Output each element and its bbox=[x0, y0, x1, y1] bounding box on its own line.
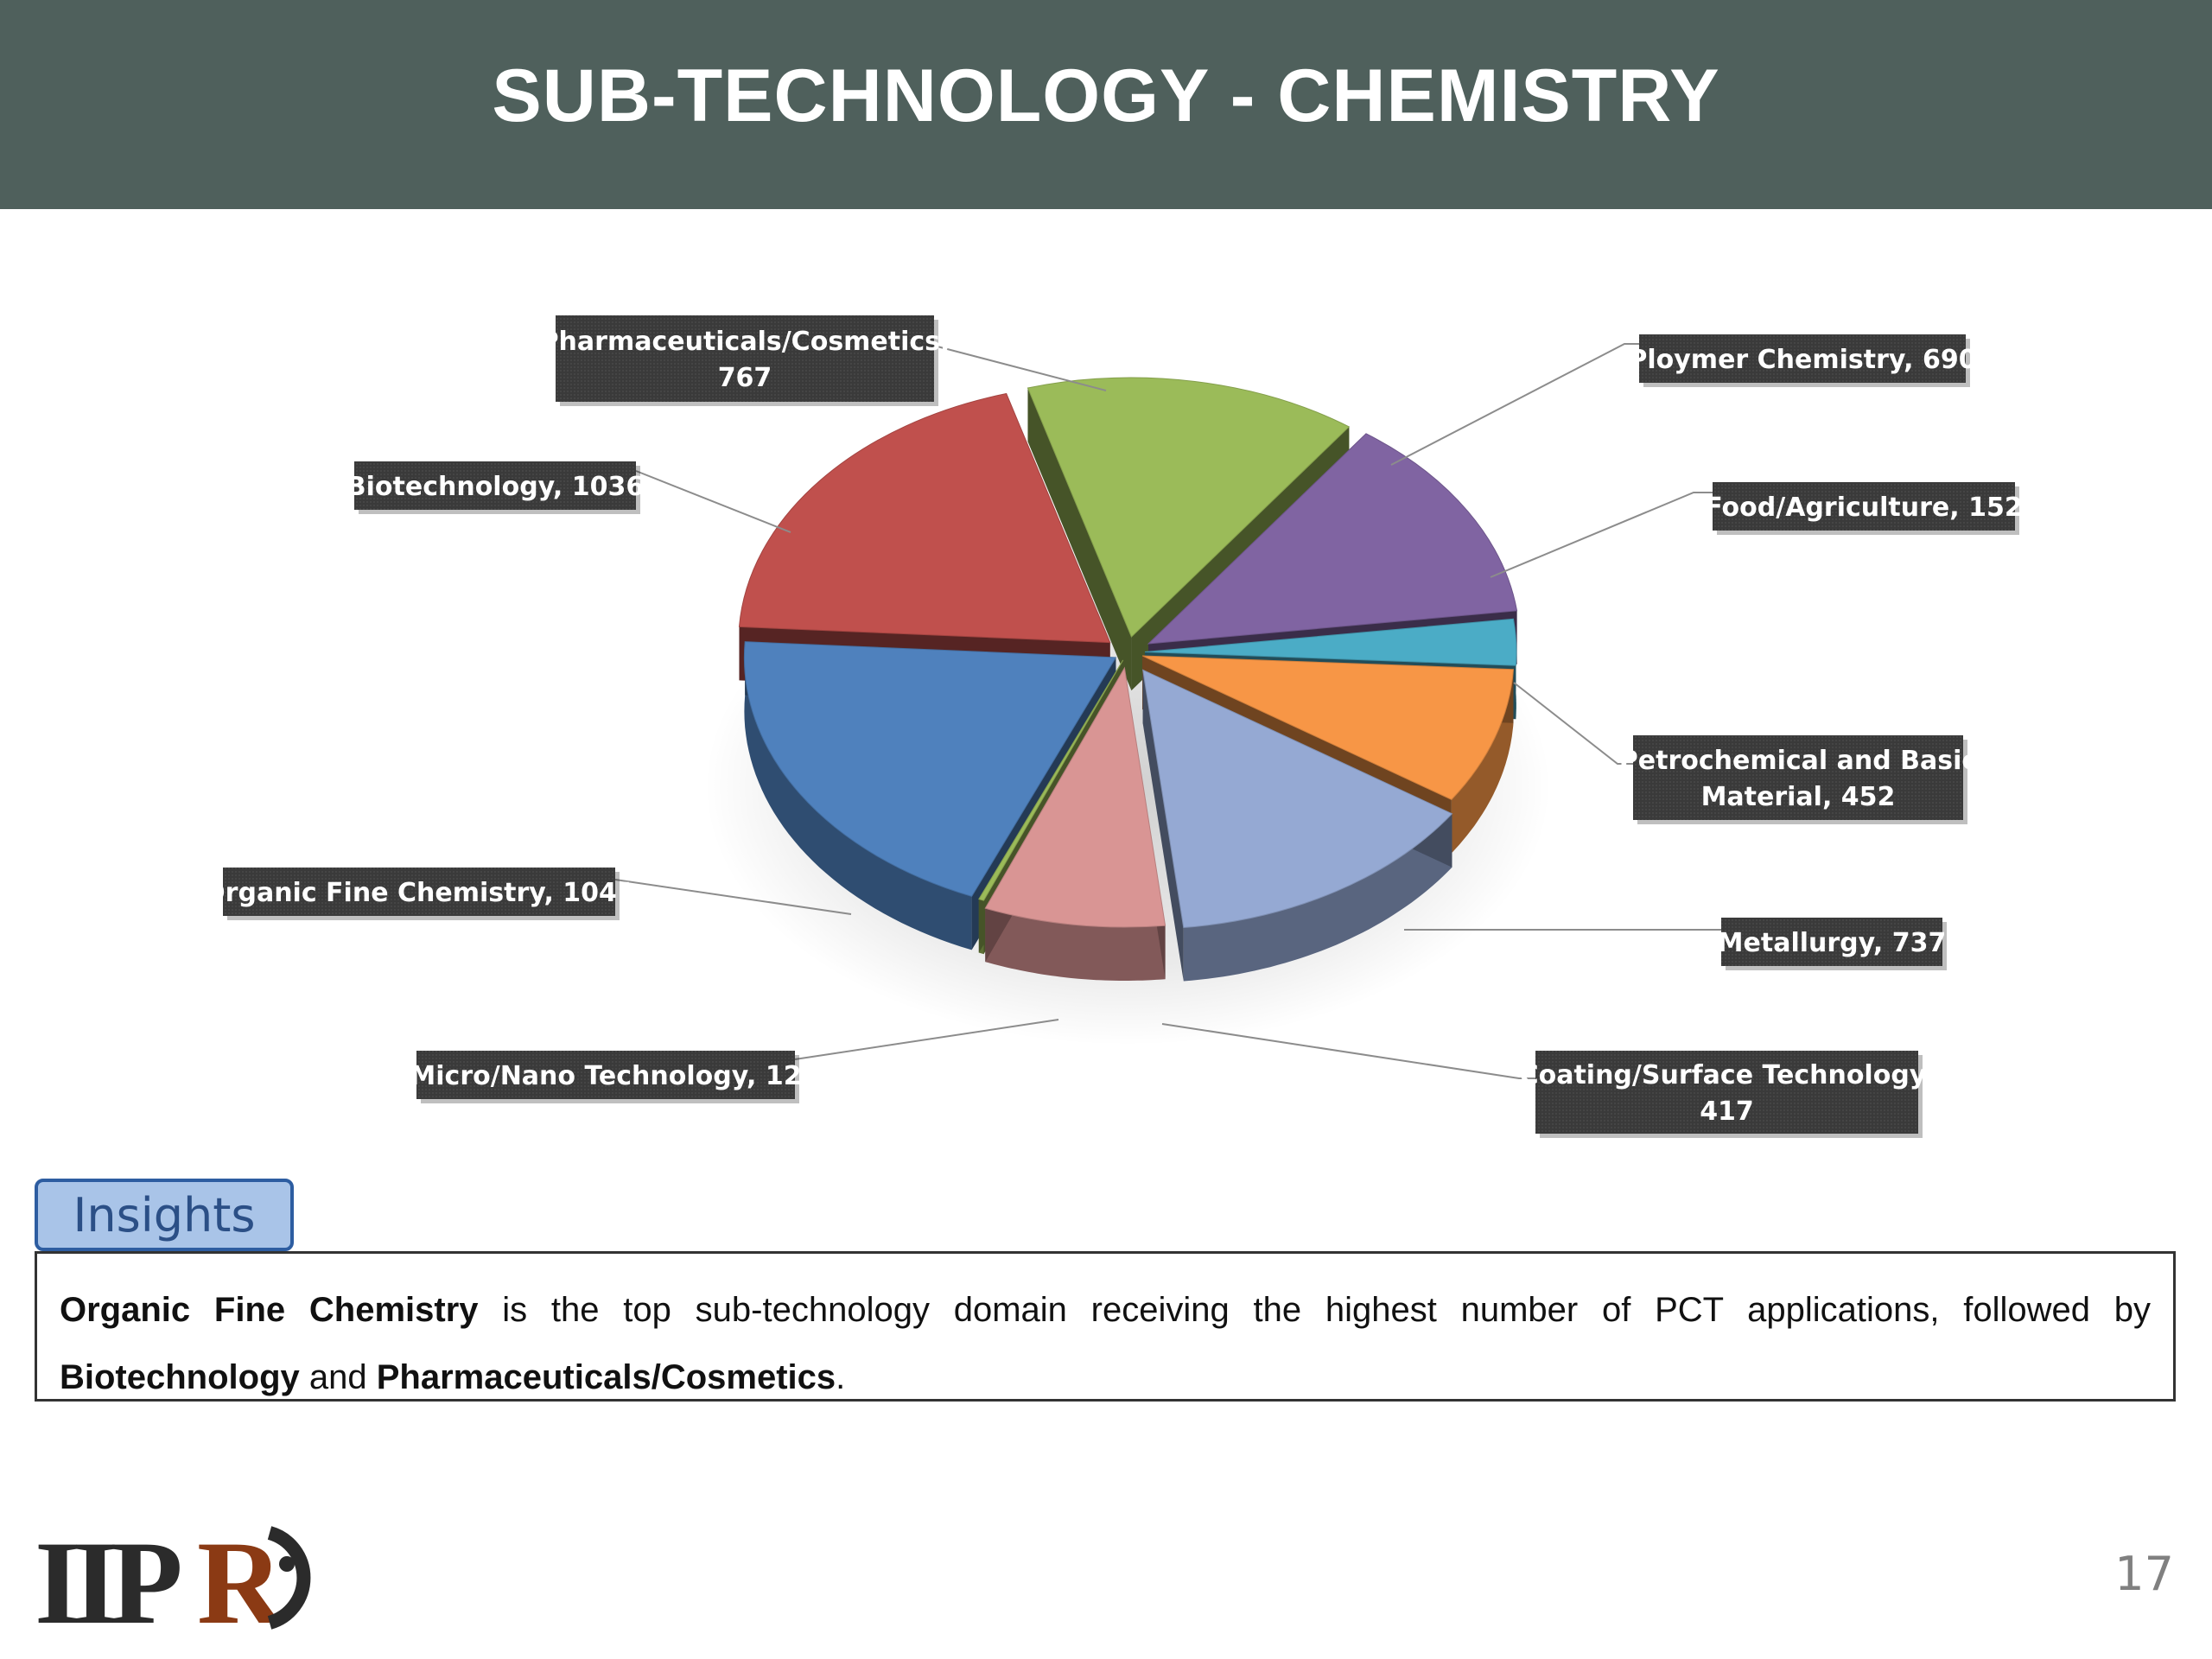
pie-slice-polymer bbox=[1147, 433, 1518, 645]
callout-label-polymer-0: Ploymer Chemistry, 690 bbox=[1628, 345, 1976, 375]
callout-box-micro bbox=[416, 1051, 795, 1099]
callout-box-polymer bbox=[1639, 334, 1966, 383]
insights-bold-organic: Organic Fine Chemistry bbox=[60, 1291, 479, 1329]
pie-side-metal bbox=[1183, 813, 1452, 982]
callout-box-petro bbox=[1633, 735, 1963, 820]
insights-bold-biotech: Biotechnology bbox=[60, 1358, 300, 1396]
insights-text-2: and bbox=[299, 1358, 377, 1396]
callout-label-pharma-1: 767 bbox=[718, 363, 772, 393]
callout-label-petro-0: Petrochemical and Basic bbox=[1619, 746, 1977, 776]
callout-box-pharma bbox=[556, 315, 934, 402]
callout-box-bio bbox=[354, 461, 636, 510]
callout-label-micro-0: Micro/Nano Technology, 12 bbox=[410, 1061, 801, 1091]
callout-label-organic-0: Organic Fine Chemistry, 1041 bbox=[203, 878, 635, 908]
callout-label-food-0: Food/Agriculture, 152 bbox=[1705, 493, 2022, 523]
pie-slice-bio bbox=[738, 392, 1111, 644]
pie-edge-pharma-0 bbox=[1027, 387, 1132, 691]
pie-slice-coating bbox=[984, 666, 1166, 928]
callout-label-metal-0: Metallurgy, 737 bbox=[1718, 928, 1947, 958]
leader-line-organic bbox=[614, 879, 852, 915]
pie-slice-food bbox=[1144, 618, 1517, 666]
pie-slice-pharma bbox=[1027, 377, 1351, 638]
pie-side-petro bbox=[1451, 669, 1514, 854]
callout-label-pharma-0: Pharmaceuticals/Cosmetics, bbox=[540, 327, 950, 357]
pie-side-organic bbox=[744, 641, 972, 950]
pie-chart: Pharmaceuticals/Cosmetics, 767 Ploymer Che… bbox=[203, 315, 2023, 1138]
pie-slice-organic bbox=[743, 641, 1117, 897]
insights-text-1: is the top sub-technology domain receivi… bbox=[478, 1291, 2152, 1329]
iiprd-logo: IIP R bbox=[35, 1521, 311, 1633]
pie-leader-lines bbox=[614, 343, 1721, 1079]
insights-bold-pharma: Pharmaceuticals/Cosmetics bbox=[376, 1358, 836, 1396]
leader-line-petro bbox=[1513, 682, 1633, 765]
leader-line-polymer bbox=[1390, 343, 1639, 466]
slide-header: SUB-TECHNOLOGY - CHEMISTRY bbox=[0, 0, 2212, 209]
insights-text-box: Organic Fine Chemistry is the top sub-te… bbox=[35, 1251, 2176, 1402]
callout-box-food bbox=[1713, 482, 2015, 531]
callout-label-petro-1: Material, 452 bbox=[1701, 782, 1896, 812]
leader-line-bio bbox=[635, 470, 791, 533]
leader-line-coating bbox=[1161, 1023, 1535, 1079]
pie-callouts: Pharmaceuticals/Cosmetics, 767 Ploymer Che… bbox=[203, 315, 2023, 1138]
insights-tab: Insights bbox=[35, 1179, 294, 1251]
callout-box-organic bbox=[223, 868, 615, 916]
pie-edge-metal-1 bbox=[1142, 670, 1184, 982]
leader-line-micro bbox=[794, 1019, 1059, 1060]
pie-slice-metal bbox=[1142, 669, 1453, 929]
callout-box-coating bbox=[1535, 1051, 1918, 1134]
callout-label-bio-0: Biotechnology, 1036 bbox=[346, 472, 645, 502]
leader-line-pharma bbox=[933, 345, 1107, 391]
callout-label-coating-1: 417 bbox=[1700, 1096, 1754, 1127]
callout-label-coating-0: Coating/Surface Technology, bbox=[1520, 1060, 1935, 1090]
pie-slice-petro bbox=[1141, 655, 1515, 800]
pie-side-coating bbox=[985, 908, 1166, 981]
pie-slice-micro bbox=[978, 659, 1124, 901]
svg-text:IIP: IIP bbox=[35, 1521, 180, 1633]
pie-tops bbox=[738, 377, 1518, 929]
insights-tab-label: Insights bbox=[73, 1187, 256, 1243]
insights-text-3: . bbox=[836, 1358, 846, 1396]
slide-title: SUB-TECHNOLOGY - CHEMISTRY bbox=[492, 54, 1720, 137]
callout-box-metal bbox=[1721, 918, 1942, 966]
page-number: 17 bbox=[2114, 1547, 2174, 1601]
leader-line-food bbox=[1490, 492, 1713, 578]
